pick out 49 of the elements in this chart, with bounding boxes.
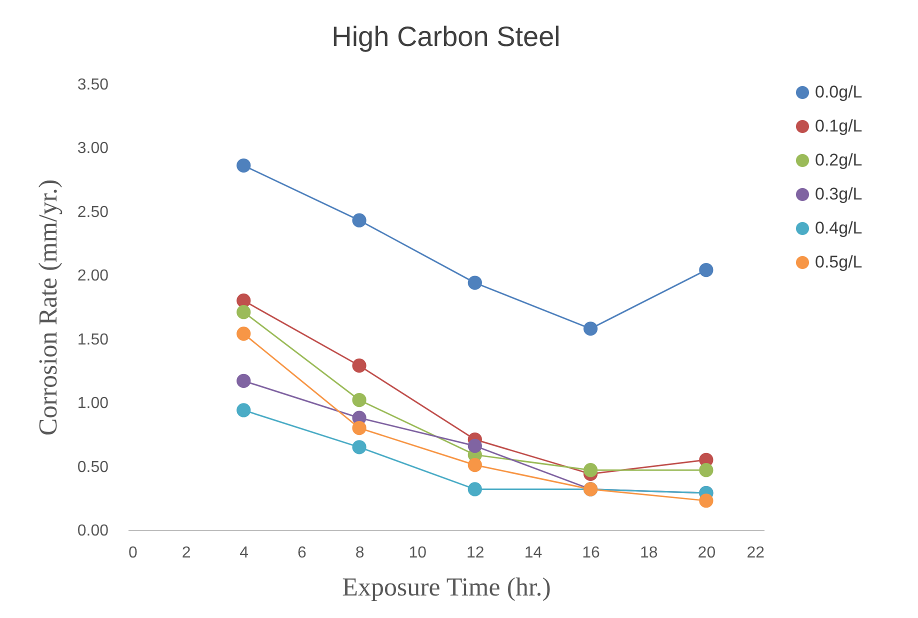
x-tick-label: 4 (240, 544, 249, 562)
point (468, 482, 482, 496)
y-tick-label: 2.00 (77, 268, 109, 285)
x-axis-title: Exposure Time (hr.) (342, 572, 551, 602)
point (236, 305, 251, 320)
x-tick-label: 8 (355, 544, 364, 562)
y-tick-label: 1.50 (77, 331, 109, 348)
point (236, 374, 251, 388)
point (699, 494, 714, 508)
point (583, 322, 598, 336)
point (468, 438, 482, 453)
point (699, 262, 714, 278)
point (699, 463, 714, 478)
x-tick-label: 0 (128, 544, 138, 562)
x-tick-label: 10 (408, 544, 427, 562)
legend-label: 0.0g/L (815, 82, 862, 102)
x-tick-label: 2 (182, 544, 191, 562)
legend-label: 0.2g/L (815, 150, 862, 170)
x-tick-label: 20 (698, 544, 716, 562)
x-tick-label: 16 (582, 544, 600, 562)
chart-title: High Carbon Steel (332, 21, 560, 52)
y-tick-label: 3.50 (77, 76, 109, 94)
point (468, 458, 482, 472)
point (352, 440, 366, 454)
x-tick-label: 12 (466, 544, 484, 562)
point (583, 463, 598, 478)
legend-label: 0.3g/L (815, 184, 862, 204)
point (352, 392, 366, 408)
point (352, 421, 366, 436)
x-tick-label: 14 (524, 544, 542, 562)
x-tick-label: 6 (298, 544, 306, 562)
legend-label: 0.1g/L (815, 116, 862, 136)
x-tick-label: 22 (746, 544, 765, 562)
point (352, 358, 366, 373)
legend-label: 0.5g/L (815, 252, 862, 272)
point (236, 403, 251, 418)
y-tick-label: 1.00 (77, 395, 109, 412)
y-tick-label: 2.50 (77, 204, 109, 221)
y-tick-label: 0.00 (77, 522, 109, 540)
point (468, 276, 482, 290)
point (236, 294, 251, 308)
legend-label: 0.4g/L (815, 218, 862, 238)
y-axis-title: Corrosion Rate (mm/yr.) (33, 179, 62, 436)
point (236, 326, 251, 341)
point (236, 158, 251, 173)
point (352, 213, 366, 228)
y-tick-label: 3.00 (77, 140, 109, 158)
x-tick-label: 18 (640, 544, 658, 562)
y-tick-label: 0.50 (77, 458, 109, 476)
